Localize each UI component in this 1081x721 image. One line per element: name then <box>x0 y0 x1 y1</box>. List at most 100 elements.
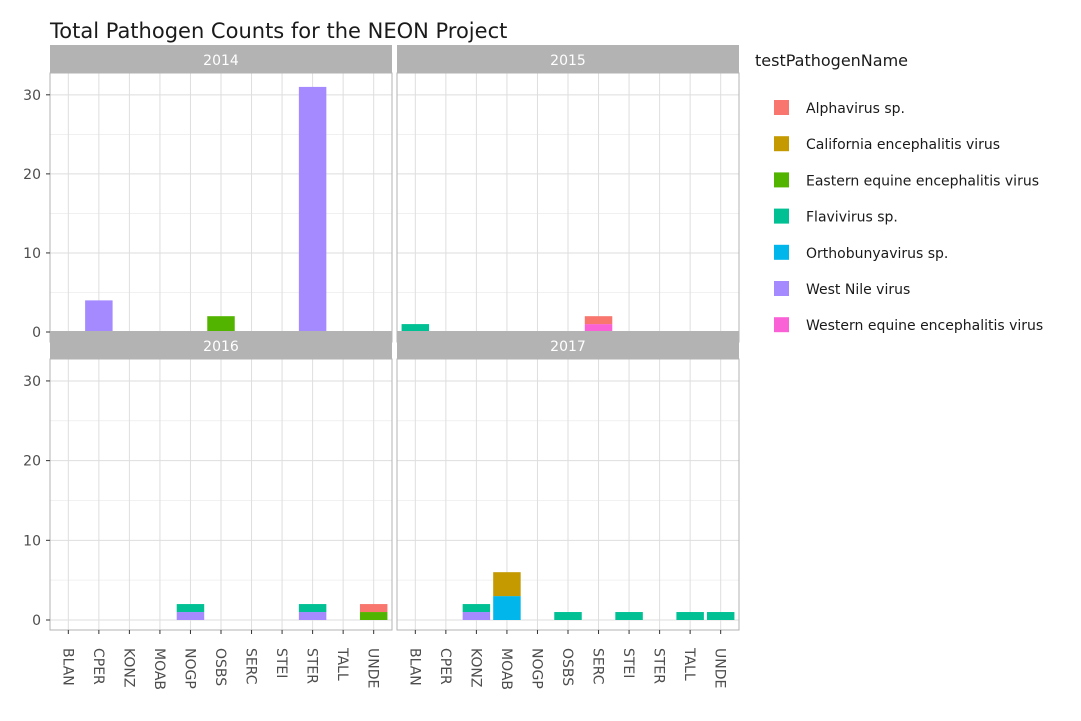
facet-strip-label: 2017 <box>550 339 586 355</box>
bar-segment <box>615 612 643 620</box>
x-tick-label: UNDE <box>712 648 728 688</box>
legend-label: Eastern equine encephalitis virus <box>806 173 1039 189</box>
legend-label: West Nile virus <box>806 282 910 298</box>
bar-segment <box>298 604 327 613</box>
chart-title: Total Pathogen Counts for the NEON Proje… <box>49 19 507 43</box>
x-tick-label: BLAN <box>59 648 75 686</box>
x-tick-label: STEI <box>273 648 289 678</box>
facet-2015: 2015 <box>396 45 740 343</box>
legend-swatch <box>774 317 789 333</box>
bar-BLAN <box>401 324 430 332</box>
x-tick-label: SERC <box>590 648 606 685</box>
x-tick-label: TALL <box>681 647 697 681</box>
bar-OSBS <box>554 612 582 620</box>
legend-label: Orthobunyavirus sp. <box>806 246 948 262</box>
bar-UNDE <box>706 612 735 620</box>
facet-2016: 2016 0 10 20 30 BLAN CPER KONZ MOAB NOGP OSBS SERC S… <box>23 331 393 690</box>
facet-strip <box>397 331 739 359</box>
bar-segment <box>493 572 521 597</box>
bar-MOAB <box>493 572 521 620</box>
facet-2014: 2014 0 10 20 30 <box>23 45 393 343</box>
y-tick-label: 10 <box>23 246 41 262</box>
facet-strip-label: 2016 <box>203 339 239 355</box>
bar-STER <box>298 604 327 620</box>
legend-entry: West Nile virus <box>774 281 910 298</box>
bar-SERC <box>584 316 613 332</box>
x-tick-label: OSBS <box>559 648 575 686</box>
y-tick-label: 10 <box>23 533 41 549</box>
x-tick-label: STEI <box>620 648 636 678</box>
legend-entry: Western equine encephalitis virus <box>774 317 1043 334</box>
facet-strip-label: 2015 <box>550 53 586 69</box>
bar-segment <box>676 612 704 620</box>
facet-panels: 2014 0 10 20 30 2015 2016 0 10 20 30 BLAN CPER KONZ MO… <box>23 45 740 690</box>
facet-strip-label: 2014 <box>203 53 239 69</box>
legend-swatch <box>774 281 789 296</box>
legend-entry: Orthobunyavirus sp. <box>774 244 948 262</box>
x-tick-label: NOGP <box>181 648 197 689</box>
x-tick-label: KONZ <box>467 648 483 688</box>
bar-segment <box>462 604 491 613</box>
bar-segment <box>85 300 113 332</box>
legend-label: Western equine encephalitis virus <box>806 318 1043 334</box>
bar-segment <box>359 604 388 613</box>
legend-swatch <box>774 136 789 152</box>
legend-label: California encephalitis virus <box>806 137 1000 153</box>
bar-segment <box>584 316 613 325</box>
y-tick-label: 30 <box>23 88 41 104</box>
x-tick-label: NOGP <box>528 648 544 689</box>
x-tick-label: STER <box>304 648 320 684</box>
legend-swatch <box>774 100 789 115</box>
legend-entry: Alphavirus sp. <box>774 100 905 117</box>
legend-label: Flavivirus sp. <box>806 210 898 226</box>
legend-label: Alphavirus sp. <box>806 101 905 117</box>
x-tick-label: TALL <box>334 647 350 681</box>
x-tick-label: MOAB <box>151 648 167 690</box>
x-tick-label: STER <box>651 648 667 684</box>
facet-strip <box>397 45 739 73</box>
legend-entry: Flavivirus sp. <box>774 208 898 226</box>
y-tick-label: 30 <box>23 374 41 390</box>
x-tick-label: UNDE <box>365 648 381 688</box>
bar-segment <box>298 86 327 332</box>
y-tick-label: 20 <box>23 167 41 183</box>
bar-segment <box>493 596 521 620</box>
bar-segment <box>298 612 327 620</box>
y-tick-label: 0 <box>32 325 41 341</box>
bar-NOGP <box>176 604 205 620</box>
x-tick-label: CPER <box>90 648 106 685</box>
bar-segment <box>584 324 613 332</box>
legend: testPathogenName Alphavirus sp. Californi… <box>755 51 1043 334</box>
y-tick-label: 20 <box>23 454 41 470</box>
bar-STER <box>298 86 327 332</box>
legend-entry: Eastern equine encephalitis virus <box>774 172 1039 189</box>
legend-swatch <box>774 244 789 260</box>
bar-TALL <box>676 612 704 620</box>
bar-segment <box>359 612 388 620</box>
legend-entry: California encephalitis virus <box>774 136 1000 153</box>
bar-segment <box>176 604 205 613</box>
legend-swatch <box>774 172 789 188</box>
x-tick-label: SERC <box>243 648 259 685</box>
bar-segment <box>554 612 582 620</box>
bar-STEI <box>615 612 643 620</box>
legend-title: testPathogenName <box>755 51 908 70</box>
bar-segment <box>706 612 735 620</box>
facet-strip <box>50 45 392 73</box>
bar-segment <box>401 324 430 332</box>
x-tick-label: BLAN <box>406 648 422 686</box>
bar-OSBS <box>207 316 235 332</box>
bar-segment <box>462 612 491 620</box>
bar-KONZ <box>462 604 491 620</box>
x-tick-label: CPER <box>437 648 453 685</box>
legend-swatch <box>774 208 789 224</box>
x-tick-label: OSBS <box>212 648 228 686</box>
facet-strip <box>50 331 392 359</box>
facet-2017: 2017 BLAN CPER KONZ MOAB NOGP OSBS SERC STEI STER… <box>396 331 740 690</box>
bar-segment <box>176 612 205 620</box>
x-tick-label: MOAB <box>498 648 514 690</box>
y-tick-label: 0 <box>32 613 41 629</box>
bar-segment <box>207 316 235 332</box>
